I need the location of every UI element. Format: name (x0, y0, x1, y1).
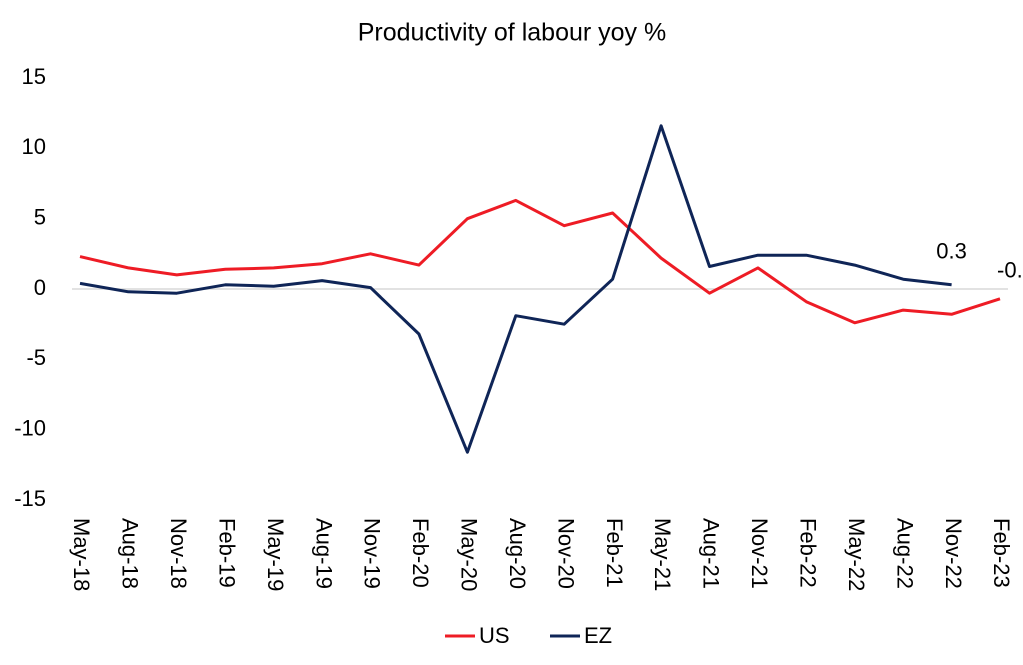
x-tick-label: Aug-18 (118, 518, 143, 589)
legend-item: EZ (550, 623, 612, 648)
y-tick-label: 0 (34, 275, 46, 300)
x-tick-label: Aug-22 (892, 518, 917, 589)
x-tick-label: May-19 (263, 518, 288, 591)
y-tick-label: 5 (34, 204, 46, 229)
series-line (79, 124, 952, 454)
legend-label: US (479, 623, 510, 648)
chart-title: Productivity of labour yoy % (358, 19, 666, 47)
legend-label: EZ (584, 623, 612, 648)
x-tick-label: May-18 (69, 518, 94, 591)
x-tick-label: Feb-23 (989, 518, 1014, 588)
y-tick-label: 10 (22, 134, 46, 159)
y-tick-label: -5 (26, 345, 46, 370)
x-tick-label: Aug-20 (505, 518, 530, 589)
x-tick-label: Feb-19 (214, 518, 239, 588)
y-tick-label: -10 (14, 415, 46, 440)
x-tick-label: Nov-22 (941, 518, 966, 589)
y-tick-label: 15 (22, 64, 46, 89)
data-label: 0.3 (936, 239, 967, 264)
x-tick-label: Nov-21 (747, 518, 772, 589)
x-tick-label: Feb-22 (796, 518, 821, 588)
x-tick-label: Aug-21 (699, 518, 724, 589)
x-tick-label: May-22 (844, 518, 869, 591)
x-tick-label: Feb-21 (602, 518, 627, 588)
x-tick-label: Aug-19 (311, 518, 336, 589)
x-tick-label: Nov-20 (553, 518, 578, 589)
x-tick-label: Feb-20 (408, 518, 433, 588)
series-line (79, 198, 1001, 325)
data-label: -0.7 (997, 258, 1023, 283)
legend-item: US (445, 623, 510, 648)
x-tick-label: Nov-18 (166, 518, 191, 589)
x-tick-label: May-21 (650, 518, 675, 591)
y-tick-label: -15 (14, 486, 46, 511)
x-tick-label: Nov-19 (360, 518, 385, 589)
x-tick-label: May-20 (457, 518, 482, 591)
